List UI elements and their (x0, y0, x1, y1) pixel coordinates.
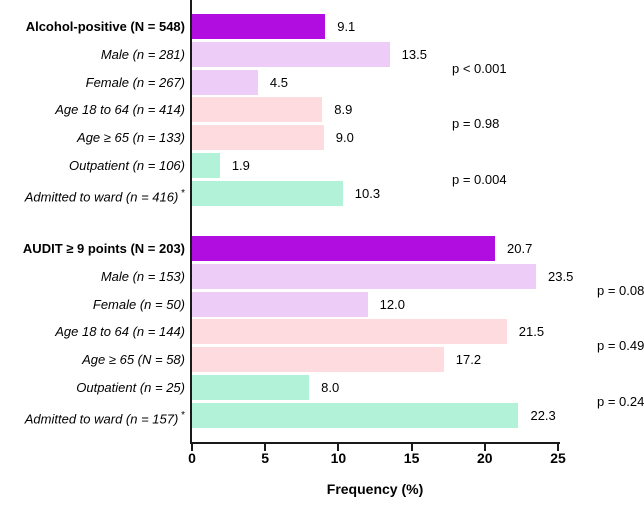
bar-alcohol-positive-6 (192, 180, 343, 206)
x-tick-mark (264, 444, 267, 451)
category-label: Male (n = 281) (100, 46, 185, 62)
asterisk-footnote-marker: * (178, 187, 185, 199)
x-axis-title: Frequency (%) (326, 481, 424, 497)
x-tick-label: 20 (477, 450, 493, 466)
value-label: 12.0 (379, 296, 405, 312)
p-value-label: p = 0.49 (597, 338, 644, 354)
x-tick-mark (483, 444, 486, 451)
p-value-label: p = 0.08 (597, 282, 644, 298)
bar-audit-ge-9-points-2 (192, 291, 368, 317)
x-tick-mark (410, 444, 413, 451)
category-label: Age ≥ 65 (N = 58) (82, 352, 185, 367)
category-label: Age ≥ 65 (n = 133) (77, 130, 185, 145)
category-label: Outpatient (n = 106) (69, 157, 185, 173)
p-value-label: p = 0.24 (597, 393, 644, 409)
category-label: Female (n = 267) (85, 74, 185, 90)
value-label: 22.3 (530, 407, 556, 423)
value-label: 4.5 (269, 74, 288, 90)
category-label: Alcohol-positive (N = 548) (25, 19, 185, 34)
bar-alcohol-positive-5 (192, 152, 220, 178)
bar-audit-ge-9-points-1 (192, 263, 537, 289)
value-label: 13.5 (401, 46, 427, 62)
x-tick-mark (557, 444, 559, 451)
x-axis-line (190, 442, 560, 444)
value-label: 20.7 (507, 241, 533, 256)
value-label: 21.5 (518, 324, 545, 340)
category-label: Outpatient (n = 25) (76, 379, 185, 395)
category-label: AUDIT ≥ 9 points (N = 203) (22, 241, 185, 256)
value-label: 1.9 (231, 157, 250, 173)
p-value-label: p = 0.98 (452, 116, 500, 132)
bar-audit-ge-9-points-6 (192, 402, 519, 428)
bar-audit-ge-9-points-5 (192, 374, 310, 400)
category-label: Age 18 to 64 (n = 414) (55, 102, 185, 118)
value-label: 8.9 (334, 102, 353, 118)
bar-audit-ge-9-points-4 (192, 347, 444, 372)
bar-alcohol-positive-2 (192, 69, 258, 95)
category-label: Age 18 to 64 (n = 144) (55, 324, 185, 340)
category-label: Admitted to ward (n = 157) * (24, 409, 185, 426)
bar-audit-ge-9-points-0 (192, 236, 496, 261)
p-value-label: p = 0.004 (452, 171, 507, 187)
value-label: 8.0 (321, 379, 340, 395)
value-label: 10.3 (354, 185, 381, 201)
category-label: Female (n = 50) (92, 296, 185, 312)
x-tick-mark (191, 444, 193, 451)
value-label: 17.2 (455, 352, 482, 367)
x-tick-label: 25 (550, 450, 566, 466)
bar-alcohol-positive-4 (192, 125, 324, 150)
bar-alcohol-positive-3 (192, 97, 323, 123)
y-axis-line (190, 0, 192, 444)
x-tick-label: 10 (330, 450, 347, 466)
value-label: 23.5 (548, 268, 574, 284)
value-label: 9.1 (337, 19, 356, 34)
category-label: Admitted to ward (n = 416) * (24, 187, 185, 204)
asterisk-footnote-marker: * (178, 409, 185, 421)
p-value-label: p < 0.001 (452, 60, 507, 76)
x-tick-label: 15 (403, 450, 420, 466)
x-tick-label: 0 (188, 450, 196, 466)
bar-audit-ge-9-points-3 (192, 319, 507, 345)
bar-alcohol-positive-1 (192, 41, 390, 67)
x-tick-mark (337, 444, 340, 451)
category-label: Male (n = 153) (100, 268, 185, 284)
value-label: 9.0 (335, 130, 354, 145)
bar-alcohol-positive-0 (192, 14, 326, 39)
x-tick-label: 5 (261, 450, 270, 466)
